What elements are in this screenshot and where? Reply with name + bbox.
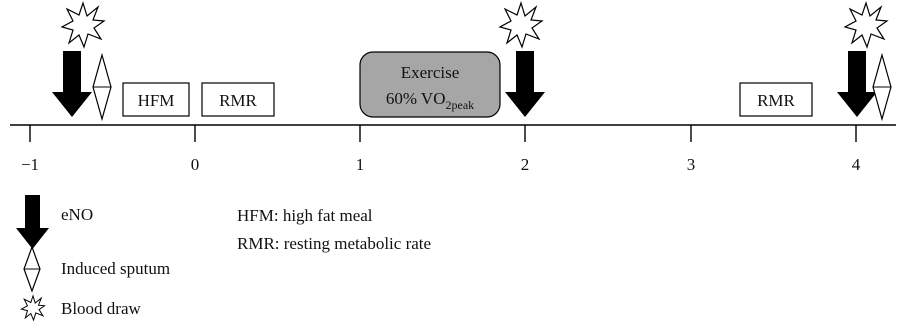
legend-sputum-label: Induced sputum [61,259,170,278]
tick-label: 3 [687,155,696,174]
exercise-intensity-subscript: 2peak [446,98,475,112]
rmr-box [201,82,275,117]
exercise-intensity-label: 60% VO2peak [386,89,474,112]
rmr-box-label: RMR [219,91,257,110]
exercise-intensity-main: 60% VO [386,89,446,108]
hfm-box [122,82,190,117]
hfm-box-label: HFM [138,91,175,110]
abbrev-hfm: HFM: high fat meal [237,206,373,225]
rmr-box-label: RMR [757,91,795,110]
tick-label: −1 [21,155,39,174]
tick-label: 0 [191,155,200,174]
legend-blood-draw-icon [20,294,46,322]
blood-draw-icon [60,1,106,49]
legend-blood-draw-label: Blood draw [61,299,142,318]
exercise-label: Exercise [401,63,460,82]
eno-arrow-icon [52,51,92,117]
eno-arrow-icon [837,51,877,117]
eno-arrow-icon [505,51,545,117]
induced-sputum-icon [92,52,112,122]
induced-sputum-icon [872,52,892,122]
legend-sputum-icon [23,245,41,293]
blood-draw-icon [498,1,544,49]
legend-eno-label: eNO [61,205,93,224]
legend-eno-arrow-icon [16,195,49,249]
tick-label: 4 [852,155,861,174]
blood-draw-icon [843,1,889,49]
rmr-box [739,82,813,117]
exercise-box [359,51,501,118]
tick-label: 1 [356,155,365,174]
abbrev-rmr: RMR: resting metabolic rate [237,234,431,253]
tick-label: 2 [521,155,530,174]
